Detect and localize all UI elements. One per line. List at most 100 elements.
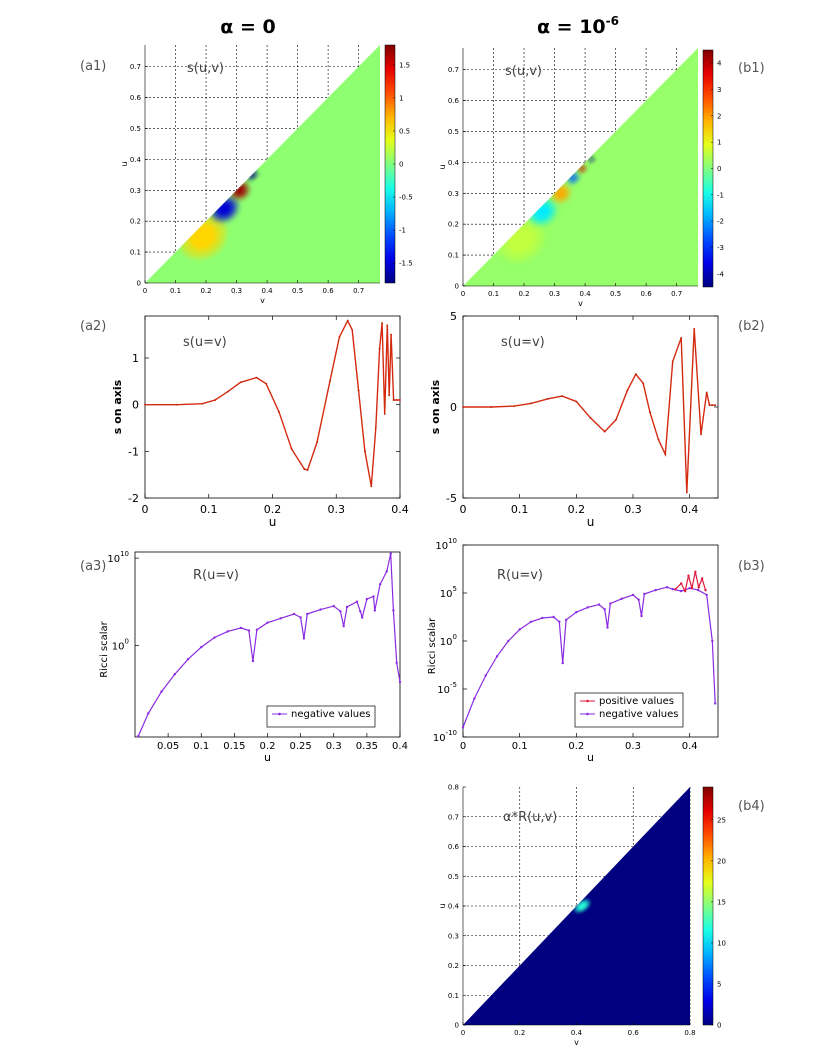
chart-title-b2: s(u=v) xyxy=(501,335,545,350)
colorbar-tick-label: 2 xyxy=(717,112,721,120)
data-point xyxy=(705,391,708,394)
y-tick-label: 100 xyxy=(440,633,457,648)
x-tick-label: 0.3 xyxy=(231,287,242,295)
data-point xyxy=(665,586,669,589)
y-axis-label: s on axis xyxy=(429,379,442,434)
series-line xyxy=(463,328,716,493)
y-axis-label: u xyxy=(120,161,129,166)
y-tick-label: 0.7 xyxy=(130,63,141,71)
x-tick-label: 0.5 xyxy=(292,287,303,295)
data-point xyxy=(575,611,578,614)
data-point xyxy=(372,595,375,598)
data-point xyxy=(606,626,609,629)
y-tick-label: 0.8 xyxy=(448,784,459,792)
data-point xyxy=(671,360,674,363)
heatmap-field-b4 xyxy=(463,787,690,1025)
data-point xyxy=(328,380,331,383)
colorbar-tick-label: 15 xyxy=(717,898,726,906)
x-tick-label: 0.4 xyxy=(392,741,408,752)
data-point xyxy=(265,382,268,385)
colorbar-tick-label: -0.5 xyxy=(399,194,413,202)
y-tick-label: -1 xyxy=(128,445,139,458)
data-point xyxy=(160,690,163,693)
colorbar-tick-label: 4 xyxy=(717,60,722,68)
data-point xyxy=(266,621,269,624)
x-tick-label: 0.3 xyxy=(624,503,642,516)
y-tick-label: 0.2 xyxy=(130,218,141,226)
y-tick-label: 0.5 xyxy=(448,128,459,136)
data-point xyxy=(200,645,203,649)
x-tick-label: 0 xyxy=(460,503,467,516)
heatmap-feature xyxy=(554,187,567,199)
data-point xyxy=(385,569,388,573)
chart-b1: 0 0.1 0.2 0.3 0.4 0.5 0.6 0.7 0 0.1 0.2 0.3 0.4 0.5 0.… xyxy=(438,48,725,308)
x-axis-label: u xyxy=(587,515,595,529)
colorbar-tick-label: -1 xyxy=(399,227,406,235)
x-tick-label: 0.2 xyxy=(568,503,586,516)
data-point xyxy=(696,588,700,592)
data-point xyxy=(390,333,392,336)
data-point xyxy=(255,628,259,631)
data-point xyxy=(680,336,683,339)
column-title-right: α = 10-6 xyxy=(537,14,619,38)
y-tick-label: 1 xyxy=(132,352,139,365)
heatmap-field-b1 xyxy=(463,48,698,286)
legend-label: positive values xyxy=(599,696,674,707)
y-axis-label: Ricci scalar xyxy=(427,617,438,674)
colorbar-tick-label: 25 xyxy=(717,816,726,824)
data-point xyxy=(255,376,258,379)
y-tick-label: 0 xyxy=(455,283,459,291)
data-point xyxy=(365,597,369,601)
panel-label-a1: (a1) xyxy=(80,59,106,74)
data-point xyxy=(615,418,617,421)
y-tick-label: 0.3 xyxy=(448,190,459,198)
data-point xyxy=(685,491,688,494)
data-point xyxy=(558,620,561,623)
y-axis-label: u xyxy=(438,164,447,169)
data-point xyxy=(541,616,544,620)
data-point xyxy=(657,438,660,441)
colorbar-tick-label: 0 xyxy=(399,161,403,169)
column-title-left: α = 0 xyxy=(220,16,275,38)
x-tick-label: 0.4 xyxy=(681,503,699,516)
data-point xyxy=(351,329,354,331)
data-point xyxy=(461,726,465,729)
legend-label: negative values xyxy=(599,709,678,720)
data-point xyxy=(389,552,392,555)
data-point xyxy=(306,612,309,616)
data-point xyxy=(473,697,476,700)
data-point xyxy=(395,399,398,401)
data-point xyxy=(714,404,717,407)
x-tick-label: 0.1 xyxy=(488,290,499,298)
chart-b4: 0 0.2 0.4 0.6 0.8 0 0.1 0.2 0.3 0.4 0.5 0.6 0.7 0.8 v u… xyxy=(438,784,726,1048)
x-tick-label: 0.3 xyxy=(549,290,560,298)
data-point xyxy=(643,592,646,596)
data-point xyxy=(251,659,255,663)
chart-title-b1: s(u,v) xyxy=(505,64,542,79)
data-point xyxy=(640,614,643,618)
data-point xyxy=(561,395,564,397)
x-tick-label: 0 xyxy=(461,1029,465,1037)
data-point xyxy=(381,322,384,324)
data-point xyxy=(299,616,302,619)
data-point xyxy=(316,441,319,443)
y-tick-label: 0.4 xyxy=(130,156,142,164)
data-point xyxy=(561,661,564,665)
y-tick-label: -2 xyxy=(128,492,139,505)
y-tick-label: 0.6 xyxy=(448,97,460,105)
data-point xyxy=(687,574,690,577)
y-tick-label: 0.3 xyxy=(448,932,459,940)
y-tick-label: 0 xyxy=(137,280,141,288)
x-tick-label: 0.4 xyxy=(262,287,274,295)
x-tick-label: 0.25 xyxy=(289,741,311,752)
column-title-right-base: α = 10 xyxy=(537,16,606,38)
column-title-right-exponent: -6 xyxy=(606,14,619,28)
y-tick-label: -5 xyxy=(446,492,457,505)
panel-label-a3: (a3) xyxy=(80,559,106,574)
x-tick-label: 0 xyxy=(461,290,465,298)
y-tick-label: 0.1 xyxy=(130,249,141,257)
x-tick-label: 0.4 xyxy=(391,503,409,516)
data-point xyxy=(306,469,309,471)
y-axis-label: s on axis xyxy=(111,379,124,434)
data-point xyxy=(664,453,667,456)
